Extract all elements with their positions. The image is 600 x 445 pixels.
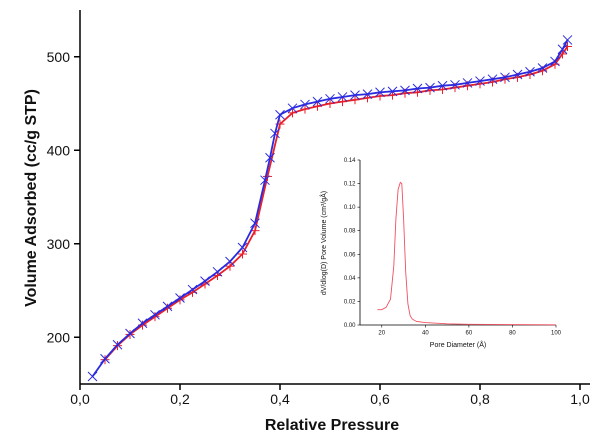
main-series-1-point <box>260 175 270 186</box>
main-series-1-point <box>550 56 560 67</box>
main-x-ticks: 0,0 0,2 0,4 0,6 0,8 1,0 <box>70 384 590 407</box>
inset-y-tick-label: 0.08 <box>344 229 356 235</box>
inset-y-tick-label: 0.12 <box>344 182 356 188</box>
inset-background <box>335 160 560 332</box>
main-series-1-point <box>412 83 423 94</box>
inset-x-ticks: 20 40 60 80 100 <box>378 325 562 337</box>
main-series-1-point <box>162 301 173 312</box>
main-series-1-point <box>212 266 223 277</box>
inset-x-tick-label: 40 <box>422 331 429 337</box>
inset-x-tick-label: 100 <box>551 331 562 337</box>
main-series-1-point <box>187 284 198 295</box>
main-y-tick-label: 200 <box>47 329 71 345</box>
inset-y-tick-label: 0.00 <box>344 323 356 329</box>
main-series-1-point <box>487 74 498 85</box>
main-y-tick-label: 400 <box>47 142 71 158</box>
main-series-1-point <box>200 276 210 287</box>
main-series-1-point <box>137 318 148 329</box>
main-series-0-point <box>350 95 360 105</box>
main-series-1-point <box>87 371 98 382</box>
main-y-tick-label: 500 <box>47 49 71 65</box>
main-series-0-point <box>225 261 235 271</box>
main-axes: 0,0 0,2 0,4 0,6 0,8 1,0 200 300 400 500 Relative… <box>23 10 590 434</box>
main-x-tick-label: 0,8 <box>470 391 490 407</box>
inset-y-tick-label: 0.04 <box>344 276 356 282</box>
inset-y-tick-label: 0.06 <box>344 252 356 258</box>
main-series-1-point <box>100 353 110 364</box>
main-series-0-point <box>500 74 510 84</box>
main-series-1-point <box>175 293 185 303</box>
main-y-ticks: 200 300 400 500 <box>47 49 80 345</box>
main-series-1-point <box>275 109 285 120</box>
main-x-axis-title: Relative Pressure <box>265 417 399 434</box>
main-series-1-point <box>350 90 360 100</box>
main-series-1-point <box>400 85 410 96</box>
inset-x-tick-label: 20 <box>378 331 385 337</box>
main-x-tick-label: 0,0 <box>70 391 90 407</box>
main-series-0-point <box>263 171 272 181</box>
main-series-1-point <box>557 44 568 55</box>
main-series-1-point <box>112 339 123 350</box>
main-series-0-point <box>313 101 322 111</box>
main-x-tick-label: 1,0 <box>570 391 590 407</box>
main-series-1-point <box>425 82 435 93</box>
main-series-0-point <box>338 97 347 107</box>
main-x-tick-label: 0,4 <box>270 391 290 407</box>
main-series-1-point <box>387 86 398 97</box>
main-y-axis-title: Volume Adsorbed (cc/g STP) <box>23 89 40 307</box>
inset-y-axis-title: dV/dlog(D) Pore Volume (cm³/gÅ) <box>319 191 328 295</box>
main-series-0-point <box>288 108 297 118</box>
main-series-1-point <box>287 103 298 114</box>
main-series-1-point <box>525 66 535 77</box>
main-series-1-point <box>375 87 385 98</box>
main-series-1-point <box>125 328 135 339</box>
inset-y-tick-label: 0.10 <box>344 205 356 211</box>
main-series-1-point <box>512 69 523 80</box>
main-series-1-point <box>325 93 335 104</box>
inset-y-ticks: 0.00 0.02 0.04 0.06 0.08 0.10 0.12 0.14 <box>344 158 360 329</box>
main-series-0-point <box>238 249 247 259</box>
main-series-1-point <box>250 218 260 229</box>
main-y-tick-label: 300 <box>47 236 71 252</box>
main-series-group <box>87 35 573 382</box>
inset-x-axis-title: Pore Diameter (Å) <box>430 340 486 349</box>
main-series-1-point <box>437 80 448 91</box>
main-series-1-point <box>450 79 460 90</box>
main-series-0-point <box>325 99 335 108</box>
main-series-1-point <box>237 242 248 253</box>
main-series-1-point <box>537 63 548 73</box>
main-series-0-point <box>300 104 310 114</box>
inset-y-tick-label: 0.14 <box>344 158 356 164</box>
inset-x-tick-label: 80 <box>509 331 516 337</box>
main-series-1-point <box>500 72 510 83</box>
main-series-1-point <box>265 152 275 163</box>
inset-series-0-line <box>377 181 557 326</box>
main-series-1-point <box>337 92 348 102</box>
main-x-tick-label: 0,6 <box>370 391 390 407</box>
main-series-1-point <box>475 76 485 86</box>
main-x-tick-label: 0,2 <box>170 391 190 407</box>
main-series-1-point <box>150 309 160 320</box>
main-series-1-point <box>312 96 323 107</box>
main-series-1-point <box>300 99 310 110</box>
main-series-1-point <box>270 128 280 139</box>
main-series-1-point <box>362 89 373 100</box>
inset-y-tick-label: 0.02 <box>344 299 356 305</box>
inset-x-tick-label: 60 <box>466 331 473 337</box>
main-series-1-point <box>462 78 473 88</box>
main-series-1-point <box>562 35 573 45</box>
main-series-1-point <box>225 256 235 267</box>
inset-pore-size-chart: 20 40 60 80 100 0.00 0.02 0.04 0.06 0.08 0.10 0.12… <box>319 158 562 349</box>
inset-series-group <box>377 181 557 326</box>
